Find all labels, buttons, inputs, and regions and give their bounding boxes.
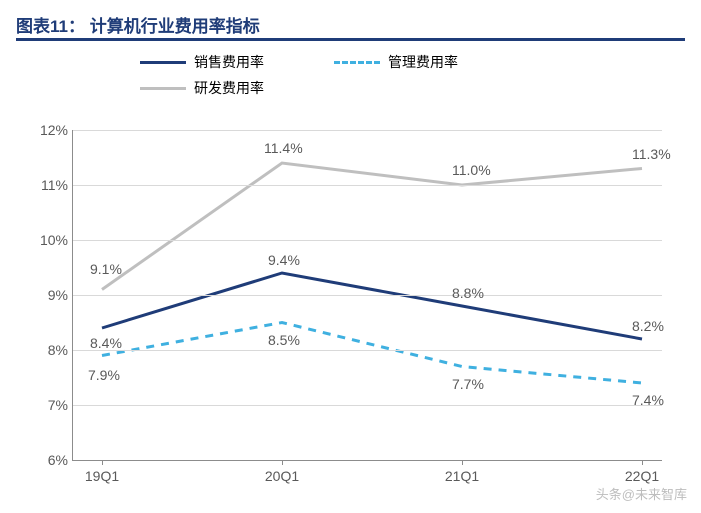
x-axis-tick: [102, 460, 103, 465]
legend-item-admin: 管理费用率: [334, 52, 458, 72]
data-label: 8.5%: [268, 332, 300, 348]
data-label: 11.3%: [632, 146, 671, 162]
legend-swatch-rnd: [140, 87, 186, 90]
chart-title: 图表11： 计算机行业费用率指标: [16, 17, 260, 36]
legend: 销售费用率 管理费用率 研发费用率: [140, 52, 560, 104]
legend-label: 研发费用率: [194, 78, 264, 98]
series-line-sales: [102, 273, 642, 339]
gridline: [72, 295, 662, 296]
data-label: 8.2%: [632, 318, 664, 334]
legend-swatch-sales: [140, 61, 186, 64]
gridline: [72, 350, 662, 351]
gridline: [72, 405, 662, 406]
watermark: 头条@未来智库: [596, 484, 687, 503]
gridline: [72, 130, 662, 131]
data-label: 7.9%: [88, 367, 120, 383]
legend-item-rnd: 研发费用率: [140, 78, 264, 98]
gridline: [72, 185, 662, 186]
data-label: 11.4%: [264, 140, 303, 156]
data-label: 9.1%: [90, 261, 122, 277]
data-label: 8.4%: [90, 335, 122, 351]
x-axis-tick: [282, 460, 283, 465]
x-axis-tick-label: 19Q1: [72, 468, 132, 484]
x-axis-tick-label: 20Q1: [252, 468, 312, 484]
x-axis-tick: [462, 460, 463, 465]
data-label: 11.0%: [452, 162, 491, 178]
data-label: 9.4%: [268, 252, 300, 268]
x-axis-line: [72, 460, 662, 461]
x-axis-tick-label: 21Q1: [432, 468, 492, 484]
legend-swatch-admin: [334, 61, 380, 64]
legend-label: 管理费用率: [388, 52, 458, 72]
series-line-rnd: [102, 163, 642, 290]
series-line-admin: [102, 323, 642, 384]
y-axis-line: [72, 130, 73, 460]
legend-label: 销售费用率: [194, 52, 264, 72]
legend-item-sales: 销售费用率: [140, 52, 264, 72]
data-label: 8.8%: [452, 285, 484, 301]
x-axis-tick-label: 22Q1: [612, 468, 672, 484]
data-label: 7.4%: [632, 392, 664, 408]
plot-area: 6%7%8%9%10%11%12%19Q120Q121Q122Q19.1%11.…: [72, 130, 662, 460]
title-bar: 图表11： 计算机行业费用率指标: [16, 12, 685, 41]
x-axis-tick: [642, 460, 643, 465]
gridline: [72, 240, 662, 241]
data-label: 7.7%: [452, 376, 484, 392]
